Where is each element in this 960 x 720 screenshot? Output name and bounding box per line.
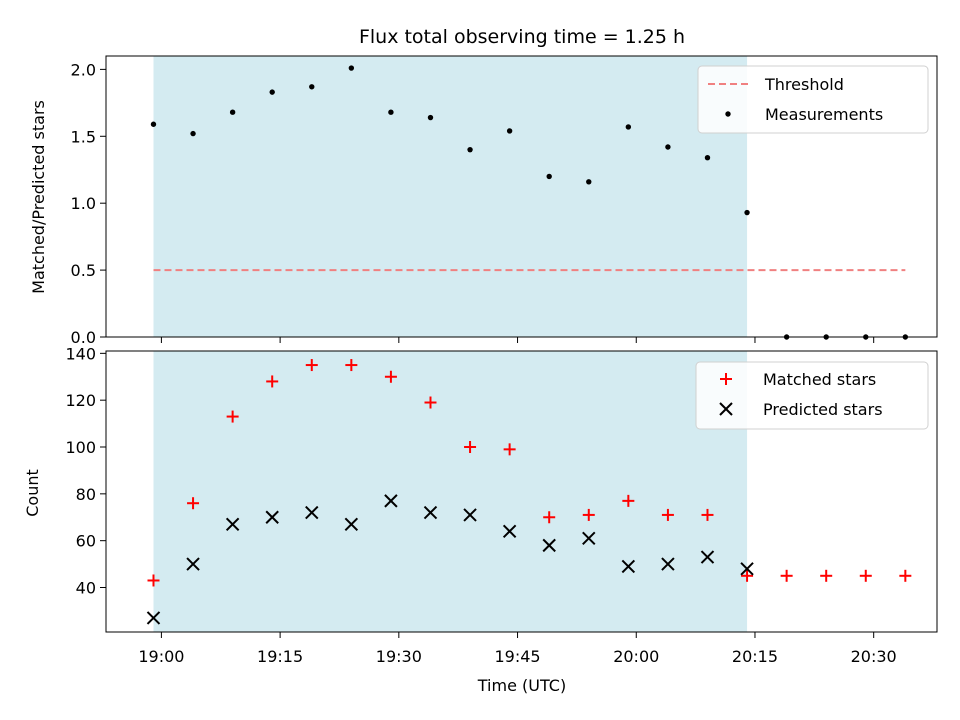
measurement-points (150, 65, 909, 340)
matched-star-point (859, 569, 872, 582)
matched-star-point (226, 410, 239, 423)
measurement-point (269, 89, 275, 95)
predicted-star-point (423, 505, 438, 520)
legend-predicted-swatch (719, 402, 733, 416)
observing-window-shade (153, 56, 748, 337)
predicted-star-point (344, 517, 359, 531)
predicted-star-point (146, 611, 161, 625)
y-tick-label: 120 (65, 391, 96, 410)
bottom-panel: 40 60 80 100 120 140 19:00 19:15 19:30 19:45 20:0… (23, 344, 938, 695)
measurement-point (625, 124, 632, 130)
predicted-star-point (740, 562, 754, 576)
measurement-point (309, 84, 315, 90)
y-tick-label: 40 (76, 579, 96, 598)
measurement-point (506, 128, 513, 134)
legend-predicted-label: Predicted stars (763, 400, 883, 419)
measurement-point (348, 65, 355, 71)
matched-star-point (305, 359, 318, 372)
x-tick-label: 19:30 (376, 647, 422, 666)
y-tick-label: 140 (65, 344, 96, 363)
top-y-ticks: 0.0 0.5 1.0 1.5 2.0 (71, 60, 106, 347)
matched-star-point (384, 370, 397, 383)
matched-star-point (503, 443, 516, 456)
y-tick-label: 1.0 (71, 194, 96, 213)
measurement-point (229, 109, 236, 115)
matched-star-point (147, 574, 160, 587)
predicted-star-point (700, 550, 715, 564)
top-legend: Threshold Measurements (697, 65, 929, 134)
predicted-star-point (463, 508, 477, 522)
bottom-axes-frame (105, 350, 938, 633)
predicted-star-point (384, 494, 398, 508)
bottom-x-ticks: 19:00 19:15 19:30 19:45 20:00 20:15 20:30 (138, 632, 897, 666)
measurement-point (546, 173, 552, 180)
predicted-star-point (542, 538, 556, 553)
top-x-ticks (160, 337, 875, 343)
y-tick-label: 2.0 (71, 60, 96, 79)
matched-star-point (661, 508, 674, 521)
matched-star-point (780, 569, 793, 582)
count-points (146, 359, 912, 625)
bottom-y-axis-label: Count (23, 469, 42, 517)
measurement-point (388, 109, 394, 115)
bottom-y-ticks: 40 60 80 100 120 140 (65, 344, 106, 598)
top-legend-box (697, 65, 929, 134)
legend-measurements-swatch (725, 111, 731, 117)
predicted-star-point (502, 524, 517, 539)
top-y-axis-label: Matched/Predicted stars (29, 100, 48, 294)
matched-star-point (345, 359, 358, 372)
predicted-star-point (225, 517, 240, 531)
measurement-point (704, 154, 711, 161)
top-axes-frame (105, 55, 938, 338)
legend-threshold-label: Threshold (764, 75, 844, 94)
matched-star-point (820, 569, 833, 582)
matched-star-point (622, 494, 635, 507)
matched-star-point (464, 441, 477, 454)
predicted-star-point (661, 557, 675, 571)
y-tick-label: 1.5 (71, 127, 96, 146)
x-tick-label: 19:15 (257, 647, 303, 666)
x-tick-label: 19:00 (138, 647, 184, 666)
matched-star-point (741, 569, 754, 582)
observing-window-shade-bottom (153, 351, 748, 632)
legend-matched-swatch (720, 373, 732, 385)
measurement-point (467, 146, 473, 153)
legend-measurements-label: Measurements (765, 105, 883, 124)
predicted-star-point (582, 531, 596, 546)
matched-star-point (899, 569, 912, 582)
measurement-point (744, 209, 750, 216)
matched-star-point (701, 508, 714, 521)
x-tick-label: 20:15 (732, 647, 778, 666)
matched-star-point (187, 497, 200, 510)
top-panel: 0.00.51.01.52.0 Matched/Predicted stars … (29, 55, 938, 347)
predicted-star-point (305, 505, 319, 520)
matched-star-point (266, 375, 279, 388)
predicted-star-point (621, 559, 636, 574)
y-tick-label: 60 (76, 532, 96, 551)
matched-star-point (543, 511, 556, 524)
measurement-point (427, 114, 434, 121)
predicted-star-point (265, 510, 279, 524)
bottom-legend: Matched stars Predicted stars (695, 361, 929, 430)
measurement-point (586, 179, 592, 185)
y-tick-label: 100 (65, 438, 96, 457)
x-tick-label: 20:30 (851, 647, 897, 666)
y-tick-label: 0.5 (71, 261, 96, 280)
y-tick-label: 80 (76, 485, 96, 504)
matched-star-point (424, 396, 437, 409)
measurement-point (190, 130, 196, 137)
predicted-star-point (186, 557, 200, 571)
bottom-legend-box (695, 361, 929, 430)
legend-matched-label: Matched stars (763, 370, 876, 389)
y-tick-label: 0.0 (71, 328, 96, 347)
x-tick-label: 20:00 (613, 647, 659, 666)
measurement-point (150, 121, 157, 127)
measurement-point (665, 144, 671, 150)
chart-title: Flux total observing time = 1.25 h (359, 26, 685, 48)
matched-star-point (582, 508, 595, 521)
x-axis-label: Time (UTC) (477, 676, 566, 695)
x-tick-label: 19:45 (494, 647, 540, 666)
